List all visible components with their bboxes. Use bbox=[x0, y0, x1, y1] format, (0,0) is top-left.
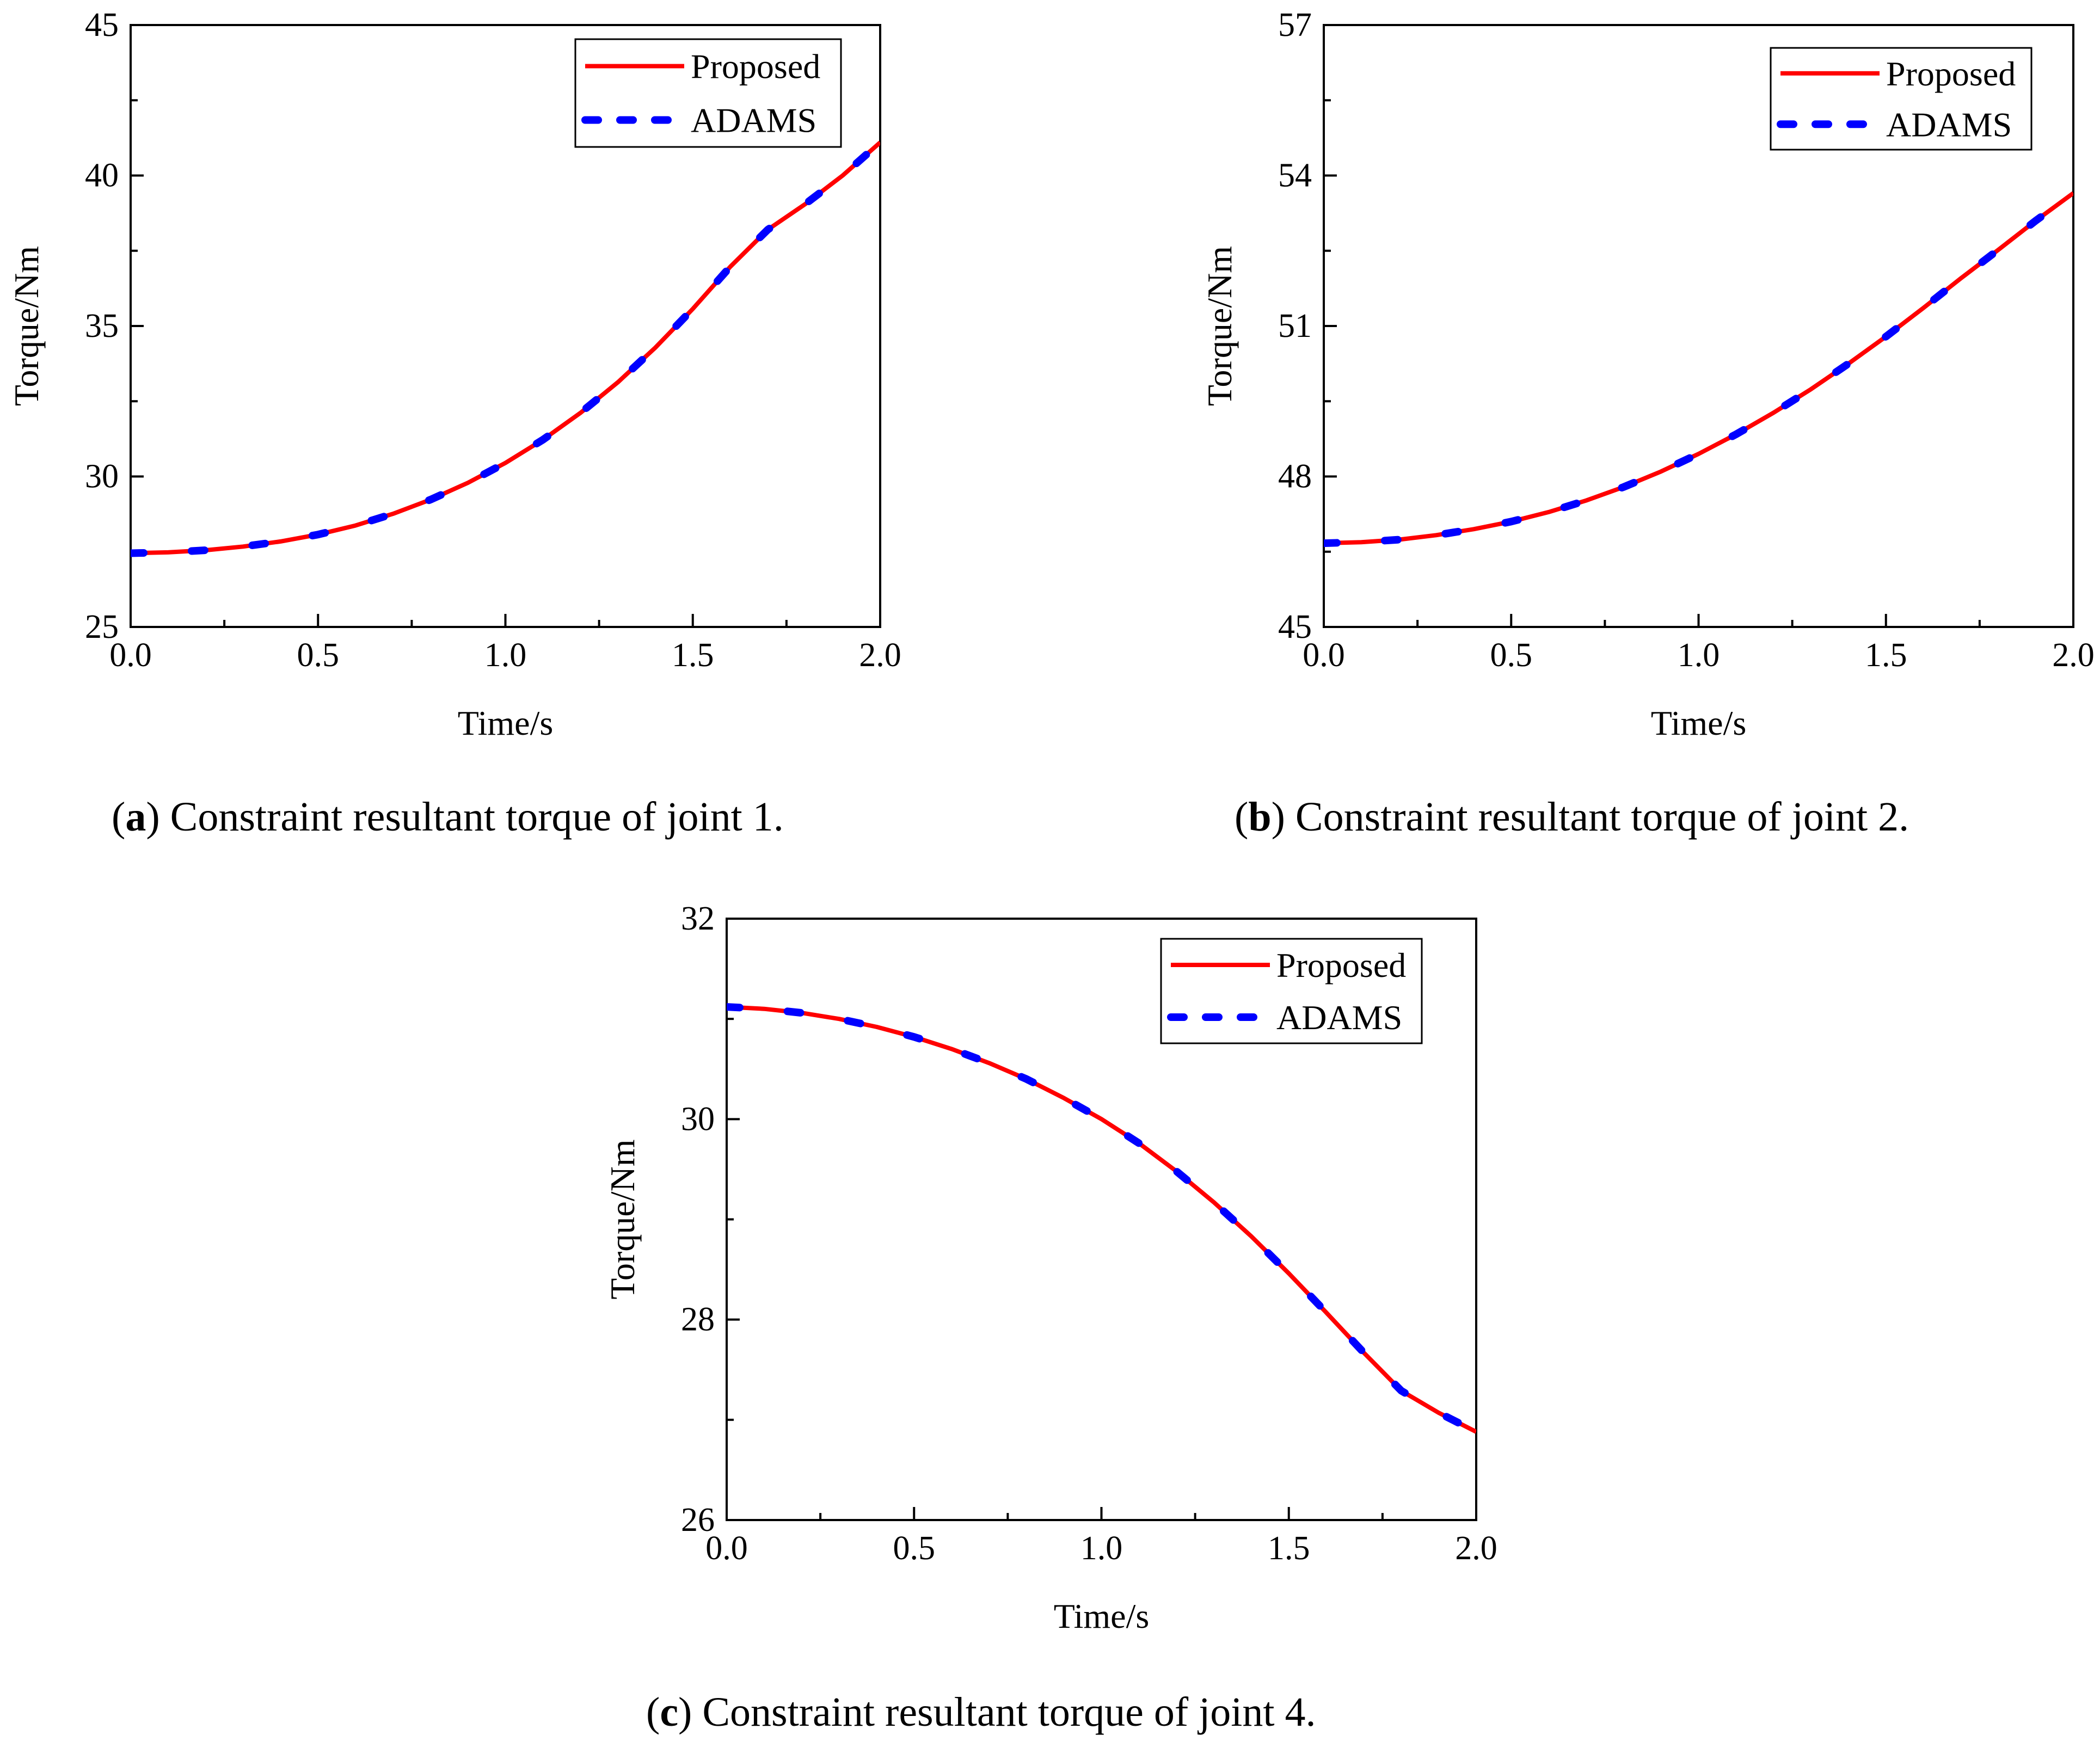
x-axis-title: Time/s bbox=[1054, 1597, 1150, 1635]
series-line-proposed bbox=[1324, 191, 2073, 546]
y-tick-label: 25 bbox=[85, 608, 119, 645]
x-tick-label: 0.5 bbox=[297, 637, 340, 674]
x-tick-label: 0.0 bbox=[705, 1530, 748, 1567]
y-tick-label: 57 bbox=[1278, 7, 1312, 44]
x-tick-label: 2.0 bbox=[2052, 637, 2095, 674]
caption-b-text: Constraint resultant torque of joint 2. bbox=[1285, 794, 1909, 840]
legend-label-adams: ADAMS bbox=[691, 101, 816, 140]
x-tick-label: 0.5 bbox=[1490, 637, 1533, 674]
legend-box bbox=[574, 38, 842, 148]
x-tick-label: 1.0 bbox=[1080, 1530, 1123, 1567]
legend-label-proposed: Proposed bbox=[1276, 946, 1406, 985]
caption-b: (b) Constraint resultant torque of joint… bbox=[1235, 794, 1909, 840]
caption-a: (a) Constraint resultant torque of joint… bbox=[112, 794, 784, 840]
y-axis-title: Torque/Nm bbox=[603, 1139, 642, 1299]
caption-c: (c) Constraint resultant torque of joint… bbox=[646, 1689, 1316, 1735]
x-tick-label: 0.0 bbox=[109, 637, 152, 674]
x-tick-label: 1.5 bbox=[672, 637, 714, 674]
y-tick-label: 45 bbox=[85, 7, 119, 44]
legend-label-adams: ADAMS bbox=[1886, 105, 2012, 144]
x-tick-label: 2.0 bbox=[1455, 1530, 1497, 1567]
x-tick-label: 1.5 bbox=[1268, 1530, 1310, 1567]
x-tick-label: 1.5 bbox=[1865, 637, 1907, 674]
x-tick-label: 2.0 bbox=[859, 637, 901, 674]
y-tick-label: 45 bbox=[1278, 608, 1312, 645]
x-tick-label: 1.0 bbox=[484, 637, 527, 674]
chart-a: 0.0 0.5 1.0 1.5 2.0 25 30 35 40 45 Time/s Torque/Nm… bbox=[7, 7, 901, 742]
y-tick-label: 51 bbox=[1278, 307, 1312, 344]
series-line-adams bbox=[1324, 189, 2073, 547]
series-line-adams bbox=[727, 1003, 1476, 1436]
caption-b-letter: b bbox=[1248, 794, 1272, 840]
chart-b: 0.0 0.5 1.0 1.5 2.0 45 48 51 54 57 Time/s Torque/Nm… bbox=[1200, 7, 2095, 742]
y-tick-label: 35 bbox=[85, 307, 119, 344]
caption-a-text: Constraint resultant torque of joint 1. bbox=[159, 794, 784, 840]
y-tick-label: 30 bbox=[681, 1100, 715, 1137]
legend-label-proposed: Proposed bbox=[691, 47, 820, 86]
legend-box bbox=[1160, 938, 1423, 1044]
series-line-proposed bbox=[727, 1005, 1476, 1434]
caption-a-letter: a bbox=[125, 794, 146, 840]
legend-box bbox=[1770, 47, 2033, 151]
x-tick-label: 0.5 bbox=[893, 1530, 936, 1567]
y-axis-title: Torque/Nm bbox=[1200, 246, 1239, 406]
legend-label-proposed: Proposed bbox=[1886, 54, 2016, 93]
y-tick-label: 48 bbox=[1278, 458, 1312, 495]
y-tick-label: 54 bbox=[1278, 157, 1312, 194]
legend-label-adams: ADAMS bbox=[1276, 998, 1402, 1037]
series-line-adams bbox=[131, 138, 880, 557]
caption-c-text: Constraint resultant torque of joint 4. bbox=[692, 1689, 1316, 1735]
y-tick-label: 30 bbox=[85, 458, 119, 495]
x-tick-label: 1.0 bbox=[1678, 637, 1720, 674]
x-axis-title: Time/s bbox=[1651, 704, 1747, 742]
y-tick-label: 32 bbox=[681, 900, 715, 937]
y-axis-title: Torque/Nm bbox=[7, 246, 46, 406]
x-tick-label: 0.0 bbox=[1303, 637, 1345, 674]
caption-c-letter: c bbox=[660, 1689, 679, 1735]
chart-c: 0.0 0.5 1.0 1.5 2.0 26 28 30 32 Time/s Torque/Nm Pr… bbox=[603, 900, 1497, 1635]
y-tick-label: 40 bbox=[85, 157, 119, 194]
series-line-proposed bbox=[131, 140, 880, 556]
y-tick-label: 28 bbox=[681, 1301, 715, 1338]
x-axis-title: Time/s bbox=[458, 704, 554, 742]
y-tick-label: 26 bbox=[681, 1502, 715, 1539]
